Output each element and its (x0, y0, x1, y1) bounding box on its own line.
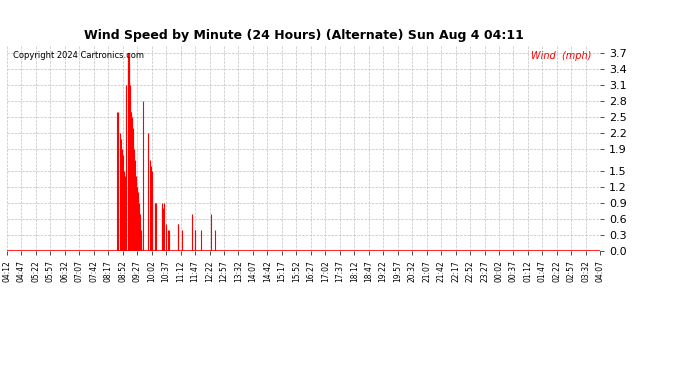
Text: Wind  (mph): Wind (mph) (531, 51, 591, 61)
Text: Copyright 2024 Cartronics.com: Copyright 2024 Cartronics.com (13, 51, 144, 60)
Title: Wind Speed by Minute (24 Hours) (Alternate) Sun Aug 4 04:11: Wind Speed by Minute (24 Hours) (Alterna… (83, 30, 524, 42)
